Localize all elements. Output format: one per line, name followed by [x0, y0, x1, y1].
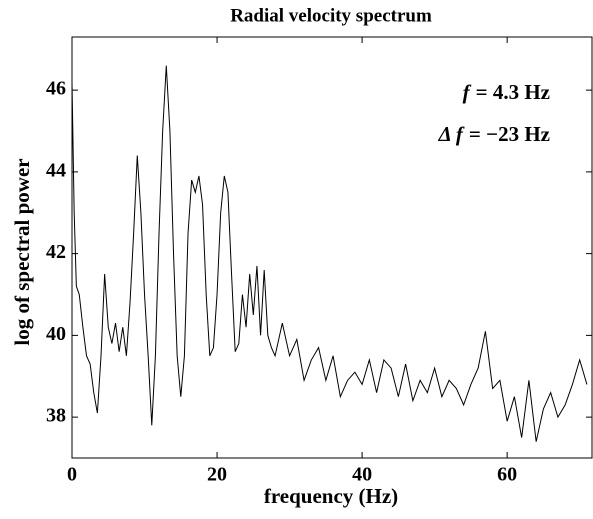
x-tick-label: 40 — [352, 464, 372, 486]
annotation-text: = 4.3 Hz — [476, 80, 550, 104]
spectrum-line — [71, 65, 588, 442]
y-tick-label: 46 — [46, 78, 66, 100]
y-axis-label: log of spectral power — [10, 158, 34, 345]
y-tick-label: 44 — [46, 159, 66, 181]
y-tick-label: 40 — [46, 323, 66, 345]
y-tick-label: 42 — [46, 241, 66, 263]
annotation: f = 4.3 Hz — [463, 80, 550, 104]
annotation-text: = −23 Hz — [469, 122, 550, 146]
chart-title: Radial velocity spectrum — [230, 5, 432, 26]
annotation: Δ f = −23 Hz — [438, 122, 550, 146]
x-tick-label: 20 — [207, 464, 227, 486]
y-tick-label: 38 — [46, 405, 66, 427]
annotation-symbol: f — [463, 80, 472, 104]
x-axis-label: frequency (Hz) — [264, 484, 398, 508]
plot-frame — [71, 36, 593, 459]
x-tick-label: 0 — [67, 464, 77, 486]
annotation-symbol: Δ f — [438, 122, 465, 146]
x-tick-label: 60 — [497, 464, 517, 486]
